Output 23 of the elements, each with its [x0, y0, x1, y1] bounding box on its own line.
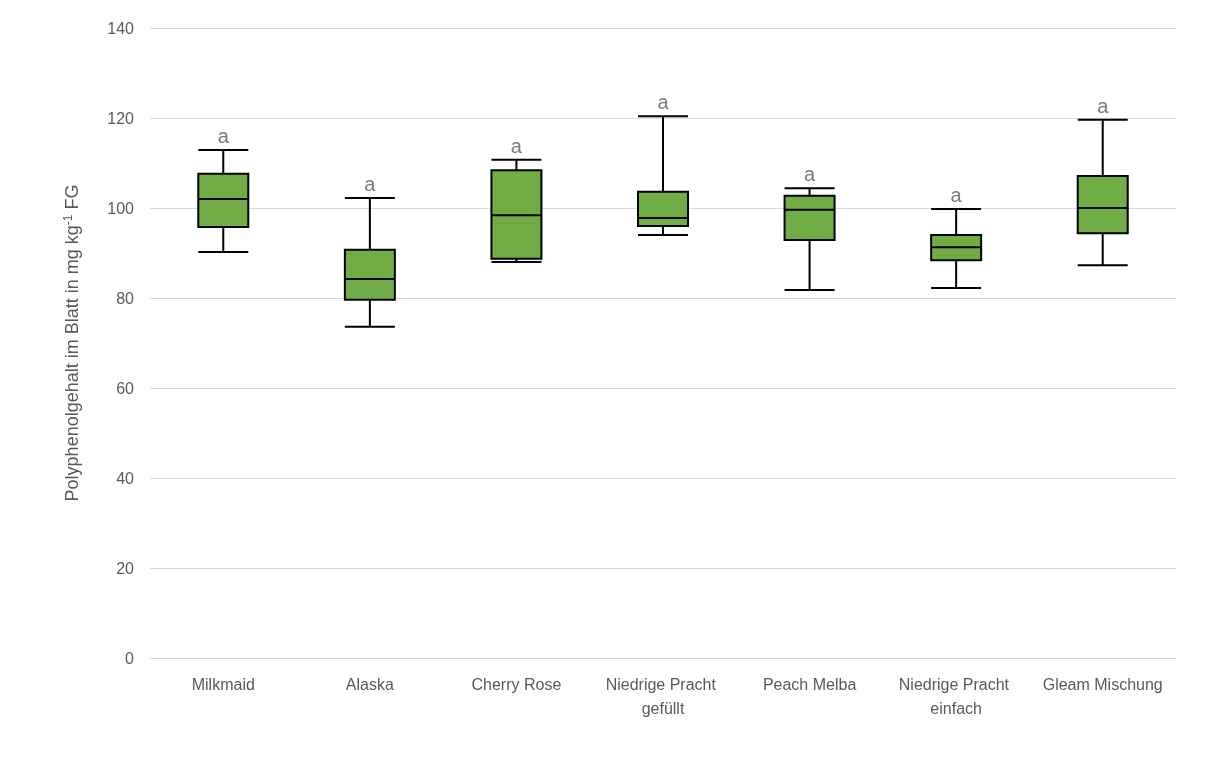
annotation: a: [364, 173, 377, 196]
y-tick-label: 140: [107, 19, 135, 37]
x-tick-label: Peach Melba: [762, 675, 857, 693]
x-tick-label: Niedrige Pracht gefüllt: [605, 675, 721, 717]
y-tick-label: 20: [116, 559, 135, 577]
annotation: a: [217, 124, 230, 147]
annotation: a: [657, 91, 670, 114]
x-tick-label: Milkmaid: [191, 675, 255, 693]
x-tick-label: Cherry Rose: [471, 675, 562, 693]
annotation: a: [510, 134, 523, 157]
x-tick-label: Niedrige Pracht einfach: [898, 675, 1014, 717]
y-tick-label: 100: [107, 199, 135, 217]
x-tick-label: Alaska: [345, 675, 394, 693]
y-tick-label: 40: [116, 469, 135, 487]
annotation: a: [950, 183, 963, 206]
y-tick-label: 60: [116, 379, 135, 397]
y-tick-label: 0: [125, 649, 135, 667]
y-tick-label: 120: [107, 109, 135, 127]
y-tick-label: 80: [116, 289, 135, 307]
annotation: a: [804, 163, 817, 186]
annotation: a: [1097, 94, 1110, 117]
y-axis-title: Polyphenolgehalt im Blatt in mg kg-1 FG: [61, 184, 82, 502]
x-tick-label: Gleam Mischung: [1042, 675, 1163, 693]
